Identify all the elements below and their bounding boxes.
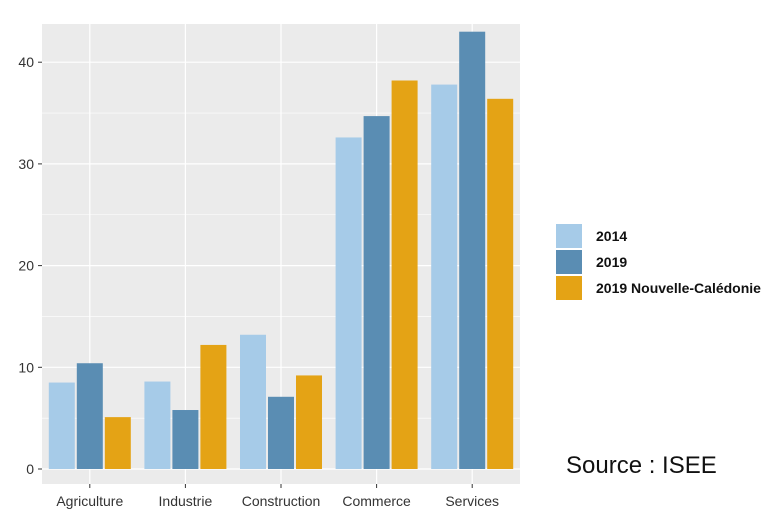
bar [391, 80, 418, 470]
bar [431, 84, 458, 469]
bar [363, 116, 390, 469]
legend: 2014 2019 2019 Nouvelle-Calédonie [556, 224, 761, 300]
y-tick-label: 30 [18, 156, 34, 172]
bar [76, 363, 103, 469]
bar [104, 417, 131, 469]
x-tick-label: Agriculture [56, 493, 123, 509]
source-note: Source : ISEE [566, 452, 717, 479]
x-tick-label: Construction [242, 493, 321, 509]
x-tick-label: Commerce [342, 493, 411, 509]
y-tick-label: 20 [18, 258, 34, 274]
legend-label: 2019 [596, 254, 627, 270]
bar [487, 98, 514, 469]
bar [48, 382, 75, 469]
legend-swatch [556, 224, 582, 248]
bar [144, 381, 171, 469]
bar [459, 31, 486, 469]
bar [172, 410, 199, 469]
bar [240, 334, 266, 469]
legend-swatch [556, 250, 582, 274]
x-tick-label: Services [445, 493, 499, 509]
y-tick-label: 0 [26, 461, 34, 477]
x-axis: Agriculture Industrie Construction Commerce… [56, 484, 499, 509]
bar [200, 344, 227, 469]
legend-label: 2019 Nouvelle-Calédonie [596, 280, 761, 296]
x-tick-label: Industrie [159, 493, 213, 509]
bar [268, 396, 294, 469]
legend-label: 2014 [596, 228, 627, 244]
legend-swatch [556, 276, 582, 300]
y-tick-label: 10 [18, 359, 34, 375]
bars-group [48, 31, 514, 470]
y-axis: 0 10 20 30 40 [18, 54, 42, 477]
bar [335, 137, 362, 469]
bar [296, 375, 322, 469]
y-tick-label: 40 [18, 54, 34, 70]
